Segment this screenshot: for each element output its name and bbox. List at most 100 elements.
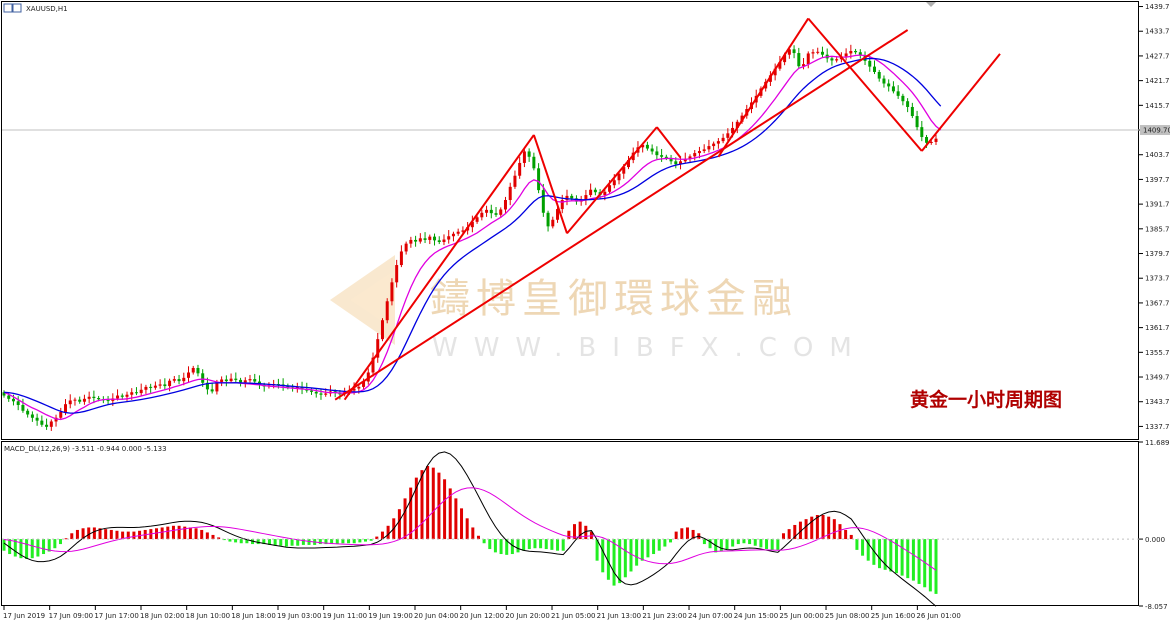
candle-body (295, 386, 299, 389)
candle-body (669, 158, 673, 162)
macd-bar (567, 530, 571, 540)
chart-shift-marker[interactable] (926, 2, 936, 7)
candle-body (513, 175, 517, 187)
candle-body (792, 49, 796, 54)
candle-body (229, 378, 233, 382)
candle-body (11, 398, 15, 402)
candle-body (679, 161, 683, 165)
macd-bar (465, 518, 469, 540)
time-tick-label: 20 Jun 12:00 (460, 612, 504, 620)
macd-bar (431, 467, 435, 540)
time-tick-label: 21 Jun 23:00 (642, 612, 686, 620)
macd-bar (527, 539, 531, 550)
macd-bar (380, 531, 384, 540)
macd-bar (92, 527, 96, 540)
candle-body (783, 54, 787, 63)
candle-body (660, 155, 664, 157)
candle-body (414, 239, 418, 242)
candle-body (153, 385, 157, 388)
candle-body (120, 395, 124, 397)
candle-body (437, 240, 441, 242)
watermark-logo-inner (350, 270, 395, 330)
chart-type-icon[interactable] (3, 3, 13, 13)
candle-body (541, 190, 545, 213)
candle-body (854, 50, 858, 53)
macd-bar (544, 539, 548, 550)
candle-body (499, 209, 503, 215)
macd-bar (188, 527, 192, 540)
candle-body (224, 379, 228, 382)
candle-body (470, 221, 474, 228)
candle-body (674, 161, 678, 165)
candle-body (168, 380, 172, 387)
macd-bar (550, 539, 554, 550)
candle-body (177, 379, 181, 382)
macd-bar (894, 539, 898, 574)
candle-body (910, 106, 914, 117)
trend-lines (334, 17, 1001, 401)
macd-bar (578, 521, 582, 540)
candle-body (201, 373, 205, 383)
candle-body (882, 78, 886, 84)
macd-bar (318, 539, 322, 545)
candle-body (641, 144, 645, 148)
zigzag-leg-5 (717, 17, 810, 158)
candle-body (205, 382, 209, 390)
candle-body (7, 395, 11, 399)
macd-tick-label: 11.689 (1145, 439, 1170, 447)
candle-body (527, 151, 531, 157)
price-tick-label: 1355.70 (1145, 349, 1170, 357)
macd-bar (341, 539, 345, 544)
price-tick-label: 1379.70 (1145, 250, 1170, 258)
candle-body (612, 180, 616, 186)
macd-bar (81, 528, 85, 540)
macd-bar (397, 509, 401, 540)
macd-tick-label: 0.000 (1145, 536, 1165, 544)
macd-bar (781, 533, 785, 540)
macd-bar (183, 526, 187, 540)
watermark-url: WWW.BIBFX.COM (432, 333, 868, 363)
candle-body (835, 59, 839, 61)
candle-body (877, 71, 881, 79)
time-tick-label: 18 Jun 02:00 (140, 612, 184, 620)
candle-body (929, 141, 933, 143)
time-tick-label: 18 Jun 10:00 (186, 612, 230, 620)
macd-bar (307, 539, 311, 545)
macd-bar (409, 487, 413, 540)
candle-body (125, 394, 129, 397)
candle-body (461, 230, 465, 232)
macd-bar (75, 529, 79, 540)
candle-body (816, 51, 820, 53)
macd-bar (493, 539, 497, 553)
price-tick-label: 1421.70 (1145, 77, 1170, 85)
price-tick-label: 1343.70 (1145, 398, 1170, 406)
time-tick-label: 19 Jun 19:00 (368, 612, 412, 620)
candle-body (868, 60, 872, 67)
candle-body (149, 386, 153, 388)
macd-bar (640, 539, 644, 561)
candle-body (163, 384, 167, 387)
annotation-title: 黄金一小时周期图 (910, 388, 1062, 411)
time-tick-label: 21 Jun 13:00 (597, 612, 641, 620)
candle-body (830, 58, 834, 61)
macd-bar (759, 539, 763, 548)
macd-bar (815, 514, 819, 540)
price-tick-label: 1385.70 (1145, 225, 1170, 233)
macd-bar (53, 539, 57, 549)
candle-body (475, 217, 479, 222)
macd-bar (669, 539, 673, 543)
candle-body (380, 320, 384, 340)
macd-bar (821, 514, 825, 540)
candle-body (707, 146, 711, 150)
price-tick-label: 1439.70 (1145, 3, 1170, 11)
support-trendline (334, 29, 909, 401)
time-tick-label: 25 Jun 08:00 (825, 612, 869, 620)
macd-bar (426, 465, 430, 540)
macd-bar (584, 525, 588, 540)
price-panel-frame (1, 1, 1139, 440)
candle-body (390, 282, 394, 302)
macd-bar (194, 528, 198, 540)
chart-type-icon-2[interactable] (12, 3, 22, 13)
macd-axis: 11.689 0.000 -8.057 (2, 439, 1170, 611)
